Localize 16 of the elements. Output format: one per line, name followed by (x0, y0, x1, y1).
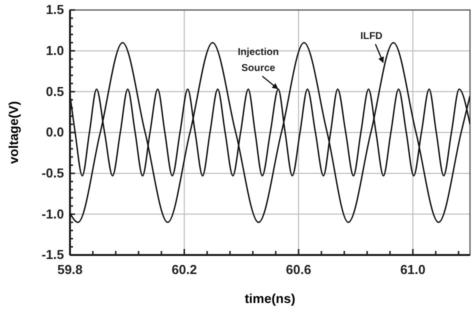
x-tick-label: 60.6 (286, 262, 312, 278)
x-axis-title: time(ns) (244, 291, 296, 306)
line-series (70, 42, 470, 224)
x-tick-label: 60.2 (172, 262, 197, 278)
x-tick-label: 59.8 (57, 262, 83, 278)
x-tick-label: 61.0 (400, 262, 426, 278)
y-tick-label: 1.0 (46, 42, 64, 58)
y-tick-label: 0.5 (46, 84, 64, 99)
y-tick-label: 0.0 (46, 124, 64, 140)
y-tick-label: -1.0 (42, 206, 64, 222)
y-tick-label: 1.5 (46, 2, 64, 18)
y-tick-label: -0.5 (42, 165, 64, 180)
y-axis-title: voltage(V) (6, 101, 21, 164)
y-tick-label: -1.5 (42, 247, 64, 262)
annotation: ILFD (360, 31, 383, 42)
annotation: Injection Source (238, 47, 279, 74)
